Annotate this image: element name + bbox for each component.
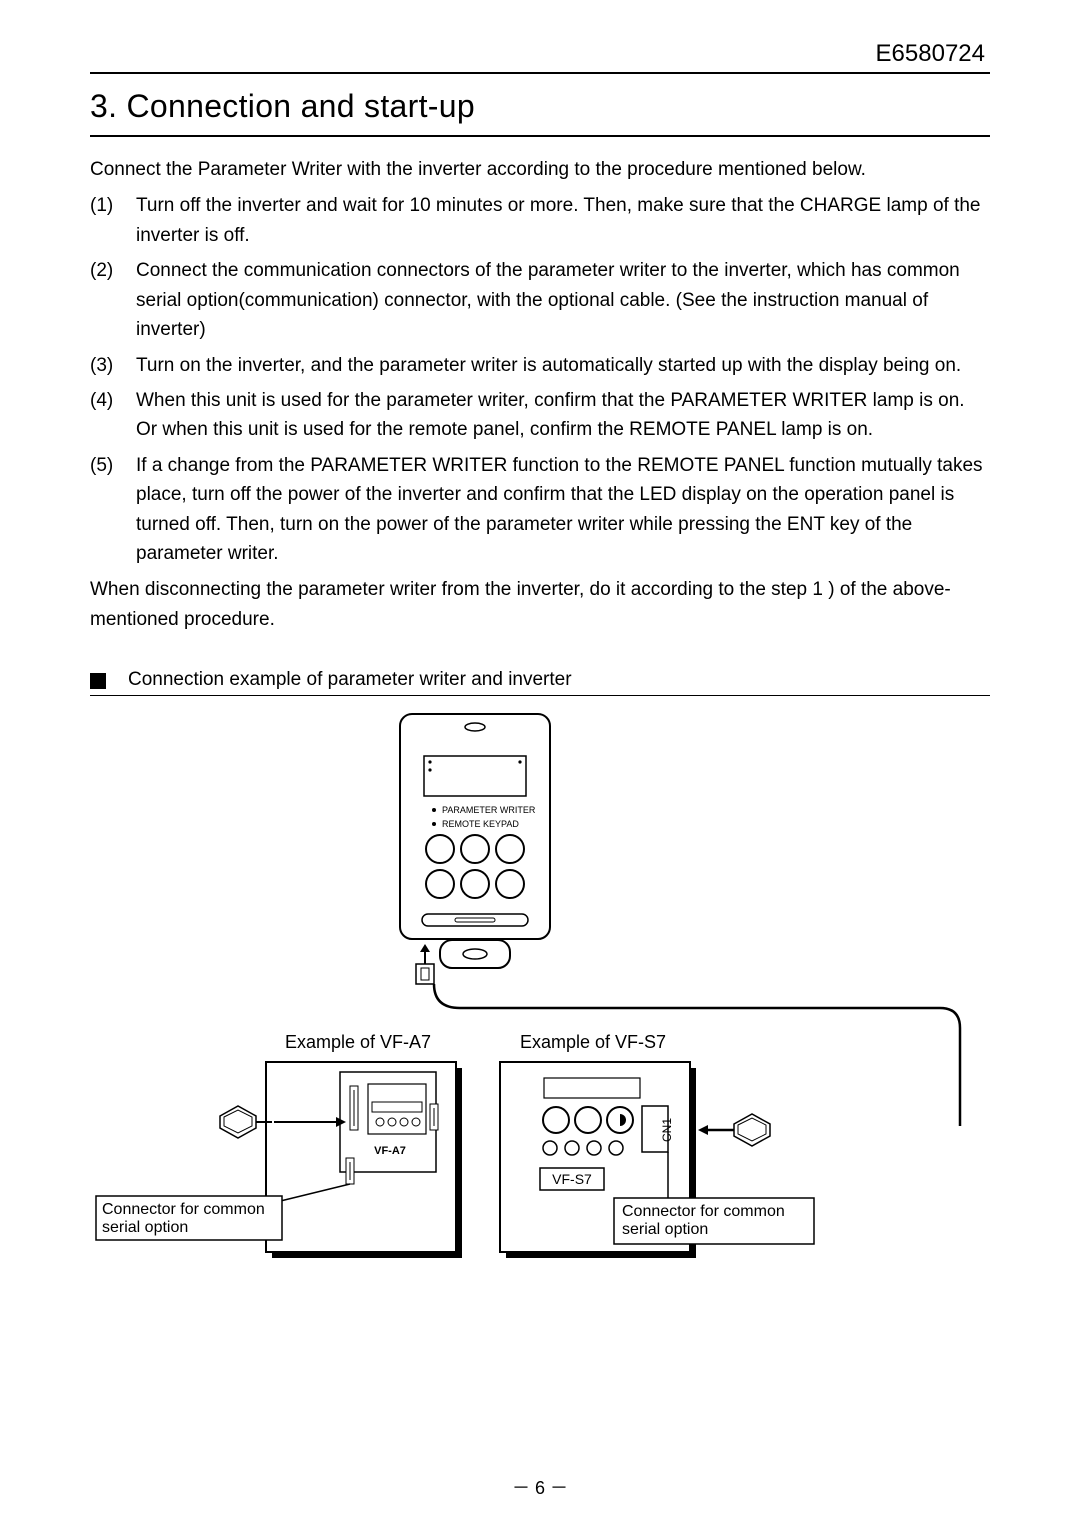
section-number: 3.	[90, 88, 117, 124]
rule-top	[90, 72, 990, 74]
rule-under-title	[90, 135, 990, 137]
step-item: When this unit is used for the parameter…	[90, 386, 990, 445]
subheading-text: Connection example of parameter writer a…	[128, 669, 990, 693]
vf-a7-inverter: VF-A7	[266, 1062, 462, 1258]
caption-vf-s7: Example of VF-S7	[520, 1032, 666, 1052]
caption-vf-a7: Example of VF-A7	[285, 1032, 431, 1052]
step-item: Turn on the inverter, and the parameter …	[90, 351, 990, 380]
connector-label-right: Connector for common serial option	[614, 1198, 814, 1244]
plug-right	[698, 1114, 770, 1146]
section-heading: 3. Connection and start-up	[90, 88, 990, 125]
label-vf-a7: VF-A7	[374, 1145, 406, 1157]
label-remote-keypad: REMOTE KEYPAD	[442, 819, 519, 829]
step-item: If a change from the PARAMETER WRITER fu…	[90, 451, 990, 569]
writer-connector-stub	[416, 940, 510, 984]
step-item: Connect the communication connectors of …	[90, 256, 990, 344]
outro-paragraph: When disconnecting the parameter writer …	[90, 575, 990, 636]
intro-paragraph: Connect the Parameter Writer with the in…	[90, 155, 990, 185]
square-bullet-icon	[90, 673, 106, 689]
label-parameter-writer: PARAMETER WRITER	[442, 805, 536, 815]
steps-list: Turn off the inverter and wait for 10 mi…	[90, 191, 990, 568]
page: E6580724 3. Connection and start-up Conn…	[0, 0, 1080, 1528]
parameter-writer-unit: PARAMETER WRITER REMOTE KEYPAD	[400, 714, 550, 939]
step-item: Turn off the inverter and wait for 10 mi…	[90, 191, 990, 250]
section-title-text: Connection and start-up	[127, 88, 475, 124]
subheading-row: Connection example of parameter writer a…	[90, 669, 990, 696]
document-code: E6580724	[90, 40, 990, 68]
connector-label-left: Connector for common serial option	[96, 1196, 282, 1240]
label-vf-s7: VF-S7	[552, 1171, 592, 1187]
page-number: － 6 －	[0, 1474, 1080, 1500]
connection-diagram: PARAMETER WRITER REMOTE KEYPAD	[90, 708, 990, 1328]
plug-left	[220, 1106, 272, 1138]
label-cn1: CN1	[660, 1118, 674, 1142]
figure-area: PARAMETER WRITER REMOTE KEYPAD	[90, 708, 990, 1328]
